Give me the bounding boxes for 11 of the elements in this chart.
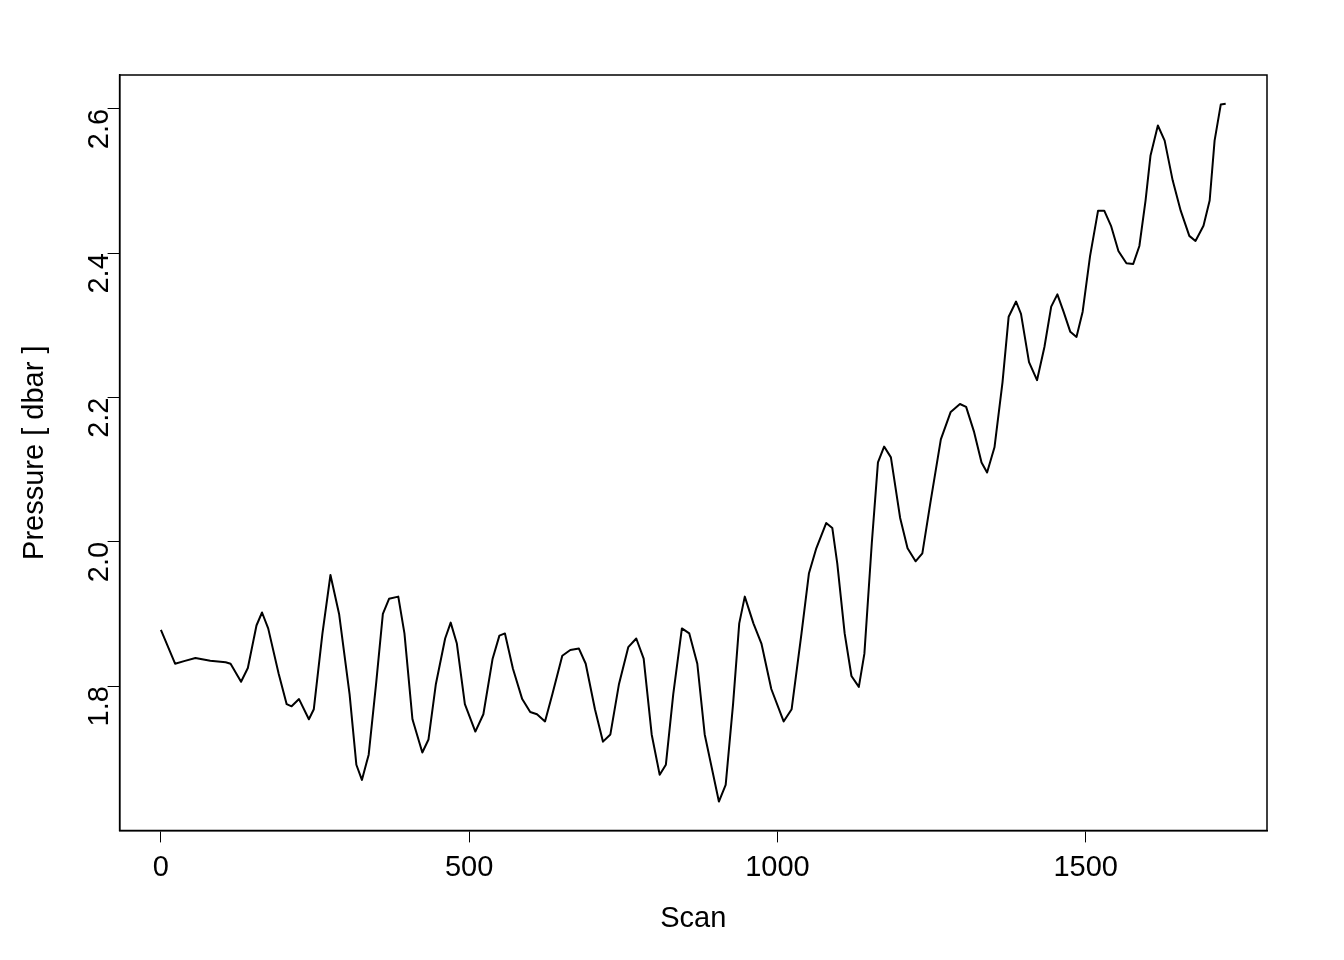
y-tick-label: 2.6 [81,108,114,150]
y-tick-label: 2.0 [81,541,114,583]
y-tick-label: 2.2 [81,397,114,438]
y-tick-label: 2.4 [81,253,114,294]
x-axis-title: Scan [660,900,727,933]
y-tick-label: 1.8 [81,686,114,727]
x-tick-label: 1000 [745,849,810,882]
x-tick-label: 0 [152,849,169,882]
x-tick-label: 500 [444,849,494,882]
y-axis-title: Pressure [ dbar ] [17,345,50,560]
x-tick-label: 1500 [1053,849,1118,882]
